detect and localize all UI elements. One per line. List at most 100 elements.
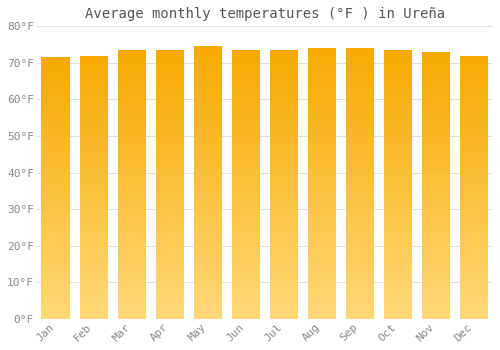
Bar (42, 57, 70, 59)
Bar (270, 202, 298, 203)
Bar (232, 119, 260, 120)
Bar (460, 127, 488, 128)
Bar (384, 201, 412, 202)
Bar (80, 92, 108, 94)
Bar (308, 170, 336, 172)
Bar (118, 61, 146, 62)
Bar (42, 61, 70, 63)
Bar (308, 117, 336, 119)
Bar (422, 186, 450, 187)
Bar (270, 82, 298, 84)
Bar (42, 219, 70, 221)
Bar (346, 154, 374, 155)
Bar (42, 290, 70, 292)
Bar (308, 272, 336, 273)
Bar (460, 186, 488, 187)
Bar (80, 156, 108, 157)
Bar (232, 209, 260, 210)
Bar (346, 309, 374, 311)
Bar (384, 312, 412, 314)
Bar (194, 79, 222, 81)
Bar (460, 140, 488, 141)
Bar (346, 280, 374, 281)
Bar (194, 90, 222, 91)
Bar (232, 182, 260, 183)
Bar (194, 274, 222, 275)
Bar (270, 130, 298, 131)
Bar (308, 285, 336, 286)
Bar (422, 158, 450, 159)
Bar (384, 61, 412, 62)
Bar (346, 200, 374, 201)
Bar (80, 66, 108, 68)
Bar (270, 100, 298, 101)
Bar (118, 314, 146, 315)
Bar (384, 306, 412, 307)
Bar (118, 108, 146, 109)
Bar (194, 74, 222, 75)
Bar (270, 285, 298, 287)
Bar (118, 119, 146, 120)
Bar (346, 109, 374, 111)
Bar (232, 98, 260, 100)
Bar (270, 148, 298, 149)
Bar (232, 195, 260, 197)
Bar (42, 264, 70, 265)
Bar (42, 64, 70, 65)
Bar (460, 285, 488, 286)
Bar (308, 198, 336, 200)
Bar (80, 125, 108, 127)
Bar (270, 119, 298, 120)
Bar (232, 162, 260, 163)
Bar (384, 146, 412, 147)
Bar (232, 269, 260, 271)
Bar (308, 236, 336, 238)
Bar (308, 180, 336, 181)
Bar (194, 278, 222, 279)
Bar (460, 58, 488, 60)
Bar (384, 114, 412, 116)
Bar (118, 218, 146, 219)
Bar (194, 305, 222, 307)
Bar (156, 71, 184, 73)
Bar (460, 148, 488, 149)
Bar (460, 225, 488, 227)
Bar (308, 161, 336, 162)
Bar (156, 90, 184, 92)
Bar (232, 230, 260, 231)
Bar (308, 121, 336, 122)
Bar (460, 175, 488, 177)
Bar (80, 229, 108, 231)
Bar (194, 121, 222, 123)
Bar (118, 300, 146, 301)
Bar (460, 166, 488, 167)
Bar (422, 291, 450, 292)
Bar (156, 277, 184, 279)
Bar (42, 198, 70, 200)
Bar (460, 79, 488, 81)
Bar (232, 271, 260, 272)
Bar (232, 301, 260, 303)
Bar (194, 309, 222, 311)
Bar (460, 281, 488, 282)
Bar (270, 66, 298, 68)
Bar (156, 293, 184, 295)
Bar (42, 152, 70, 153)
Bar (346, 108, 374, 109)
Bar (42, 284, 70, 285)
Bar (232, 248, 260, 249)
Bar (118, 159, 146, 160)
Bar (422, 112, 450, 113)
Bar (422, 84, 450, 85)
Bar (156, 230, 184, 231)
Bar (42, 124, 70, 125)
Bar (346, 163, 374, 164)
Bar (194, 282, 222, 284)
Bar (460, 274, 488, 275)
Bar (460, 163, 488, 165)
Bar (80, 174, 108, 175)
Bar (118, 223, 146, 225)
Bar (42, 248, 70, 250)
Bar (422, 56, 450, 57)
Bar (42, 195, 70, 196)
